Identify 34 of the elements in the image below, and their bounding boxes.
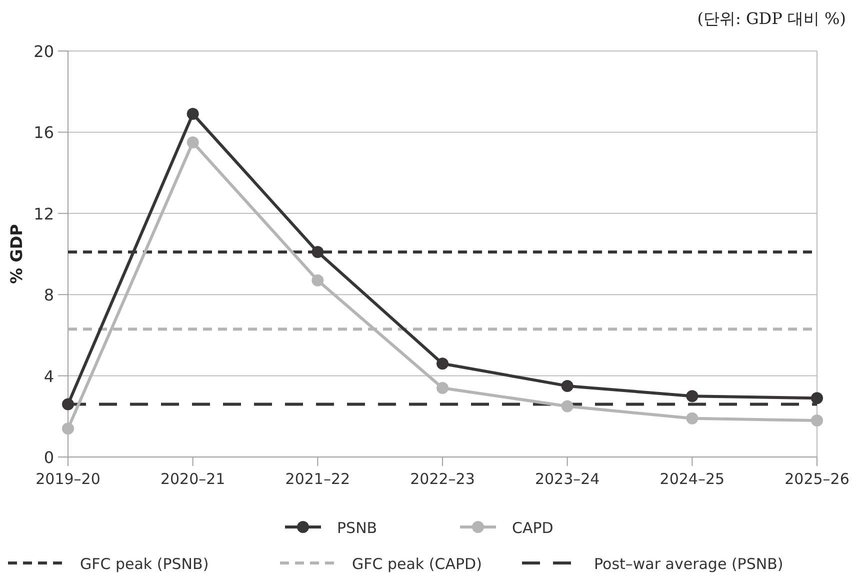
point [811, 392, 823, 404]
y-axis-title: % GDP [7, 224, 26, 284]
y-tick-label: 20 [34, 42, 54, 61]
point [312, 246, 324, 258]
chart-subtitle: (단위: GDP 대비 %) [697, 9, 846, 28]
x-tick-label: 2020–21 [160, 470, 226, 488]
legend-label: CAPD [512, 519, 554, 537]
legend-label: GFC peak (CAPD) [352, 555, 482, 573]
x-tick-label: 2025–26 [784, 470, 850, 488]
x-tick-label: 2023–24 [534, 470, 600, 488]
point [312, 274, 324, 286]
x-tick-label: 2024–25 [660, 470, 725, 488]
point [686, 390, 698, 402]
legend-label: PSNB [337, 519, 378, 537]
y-tick-label: 4 [44, 366, 54, 386]
y-tick-label: 16 [34, 123, 54, 142]
y-tick-label: 12 [34, 204, 54, 224]
x-tick-label: 2022–23 [410, 470, 475, 488]
point [62, 422, 74, 435]
point [186, 108, 199, 120]
x-tick-label: 2021–22 [285, 470, 350, 488]
legend-label: GFC peak (PSNB) [80, 555, 209, 573]
y-tick-label: 8 [44, 286, 54, 305]
point [62, 398, 74, 410]
y-tick-label: 0 [44, 448, 54, 467]
x-tick-label: 2019–20 [36, 470, 100, 488]
legend-label: Post–war average (PSNB) [594, 555, 784, 573]
point [436, 382, 448, 394]
point [561, 400, 574, 412]
point [561, 380, 574, 392]
point [686, 412, 698, 424]
point [186, 136, 199, 148]
point [436, 358, 448, 370]
point [811, 414, 823, 426]
